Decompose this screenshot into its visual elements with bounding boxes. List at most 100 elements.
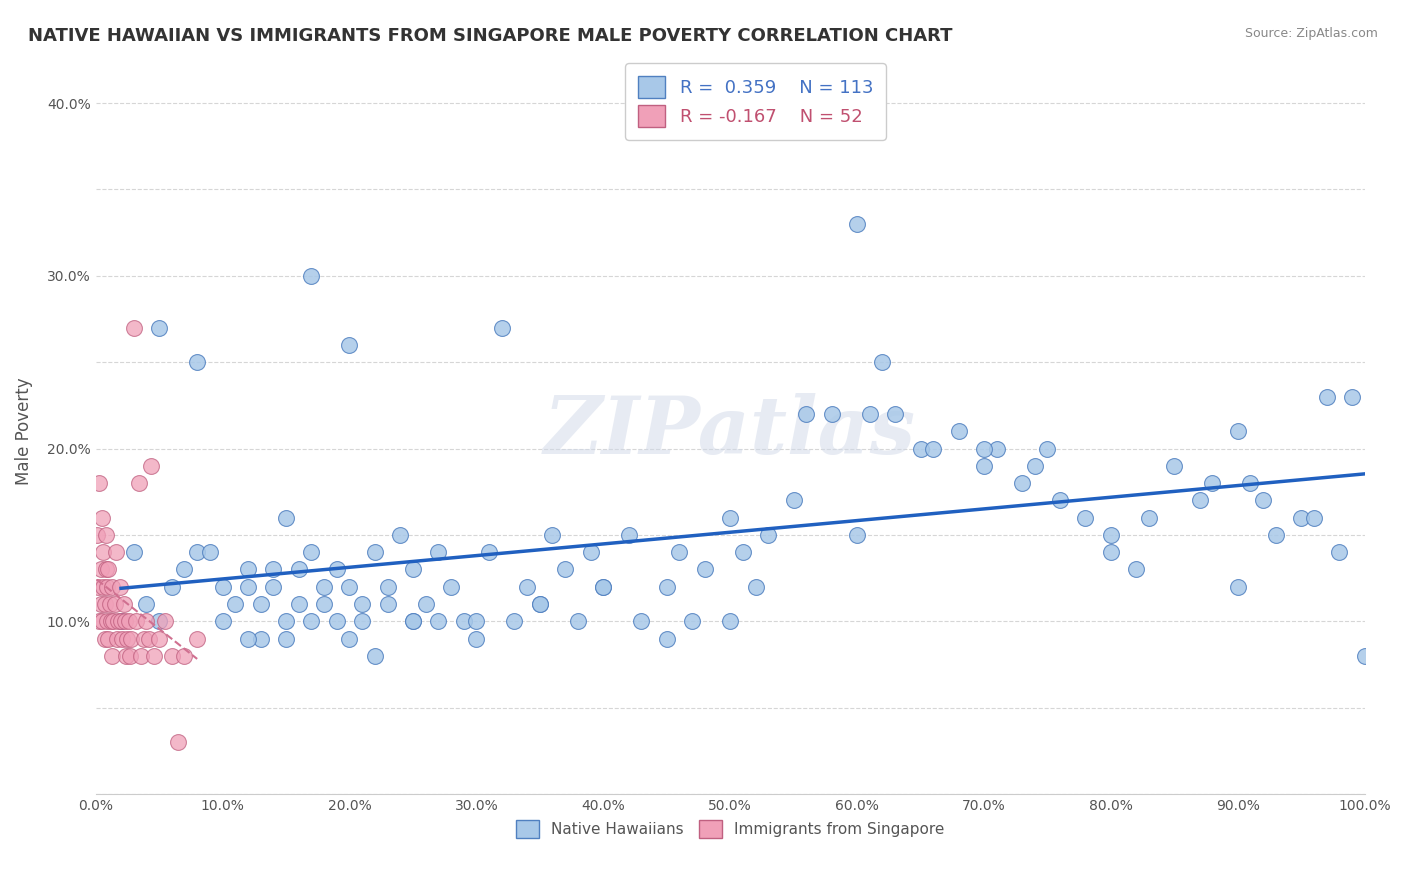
Point bbox=[402, 614, 425, 628]
Point bbox=[529, 597, 551, 611]
Point bbox=[236, 632, 259, 646]
Point bbox=[1188, 493, 1211, 508]
Point bbox=[236, 580, 259, 594]
Text: Source: ZipAtlas.com: Source: ZipAtlas.com bbox=[1244, 27, 1378, 40]
Point bbox=[186, 545, 208, 559]
Point bbox=[352, 597, 374, 611]
Point bbox=[120, 632, 142, 646]
Point bbox=[910, 442, 932, 456]
Point bbox=[110, 614, 132, 628]
Point bbox=[529, 597, 551, 611]
Text: ZIPatlas: ZIPatlas bbox=[544, 392, 917, 470]
Point bbox=[104, 545, 127, 559]
Point bbox=[1099, 528, 1122, 542]
Point bbox=[1163, 458, 1185, 473]
Point bbox=[1251, 493, 1274, 508]
Point bbox=[402, 614, 425, 628]
Point bbox=[107, 614, 129, 628]
Point bbox=[111, 632, 134, 646]
Point bbox=[326, 562, 349, 576]
Point bbox=[1125, 562, 1147, 576]
Point bbox=[97, 562, 120, 576]
Point bbox=[973, 458, 995, 473]
Point bbox=[1226, 580, 1249, 594]
Point bbox=[94, 528, 117, 542]
Point bbox=[948, 424, 970, 438]
Point bbox=[160, 580, 183, 594]
Point bbox=[1036, 442, 1059, 456]
Point bbox=[299, 268, 322, 283]
Point bbox=[415, 597, 437, 611]
Point bbox=[96, 580, 118, 594]
Point bbox=[114, 614, 136, 628]
Point bbox=[173, 648, 195, 663]
Point bbox=[132, 632, 155, 646]
Point bbox=[491, 320, 513, 334]
Point bbox=[1226, 424, 1249, 438]
Point bbox=[846, 528, 869, 542]
Point bbox=[794, 407, 817, 421]
Point bbox=[554, 562, 576, 576]
Point bbox=[339, 338, 361, 352]
Point bbox=[1329, 545, 1351, 559]
Point bbox=[131, 648, 153, 663]
Point bbox=[91, 614, 114, 628]
Point bbox=[681, 614, 703, 628]
Point bbox=[693, 562, 716, 576]
Point bbox=[364, 648, 387, 663]
Point bbox=[377, 580, 399, 594]
Point bbox=[211, 580, 233, 594]
Point bbox=[110, 614, 132, 628]
Legend: Native Hawaiians, Immigrants from Singapore: Native Hawaiians, Immigrants from Singap… bbox=[510, 814, 950, 845]
Point bbox=[89, 476, 111, 491]
Point bbox=[93, 597, 115, 611]
Point bbox=[100, 614, 122, 628]
Point bbox=[143, 648, 166, 663]
Point bbox=[98, 597, 121, 611]
Point bbox=[592, 580, 614, 594]
Point bbox=[1049, 493, 1071, 508]
Point bbox=[274, 510, 297, 524]
Point bbox=[352, 614, 374, 628]
Point bbox=[516, 580, 538, 594]
Point bbox=[503, 614, 526, 628]
Point bbox=[86, 528, 108, 542]
Point bbox=[91, 545, 114, 559]
Point bbox=[122, 320, 145, 334]
Point bbox=[249, 632, 271, 646]
Point bbox=[377, 597, 399, 611]
Point bbox=[249, 597, 271, 611]
Point bbox=[104, 597, 127, 611]
Point bbox=[427, 614, 450, 628]
Point bbox=[973, 442, 995, 456]
Point bbox=[579, 545, 602, 559]
Point bbox=[211, 614, 233, 628]
Point bbox=[339, 632, 361, 646]
Point bbox=[312, 597, 335, 611]
Point bbox=[186, 355, 208, 369]
Point bbox=[821, 407, 844, 421]
Point bbox=[339, 580, 361, 594]
Point bbox=[592, 580, 614, 594]
Point bbox=[299, 545, 322, 559]
Point bbox=[872, 355, 894, 369]
Point bbox=[274, 614, 297, 628]
Point bbox=[287, 562, 309, 576]
Point bbox=[541, 528, 564, 542]
Point bbox=[115, 648, 138, 663]
Point bbox=[236, 562, 259, 576]
Point bbox=[274, 632, 297, 646]
Y-axis label: Male Poverty: Male Poverty bbox=[15, 377, 32, 485]
Point bbox=[135, 597, 157, 611]
Point bbox=[326, 614, 349, 628]
Point bbox=[986, 442, 1008, 456]
Point bbox=[465, 614, 488, 628]
Point bbox=[103, 614, 125, 628]
Point bbox=[655, 632, 678, 646]
Point bbox=[1341, 390, 1364, 404]
Point bbox=[89, 614, 111, 628]
Point bbox=[364, 545, 387, 559]
Point bbox=[148, 632, 170, 646]
Point bbox=[186, 632, 208, 646]
Point bbox=[94, 562, 117, 576]
